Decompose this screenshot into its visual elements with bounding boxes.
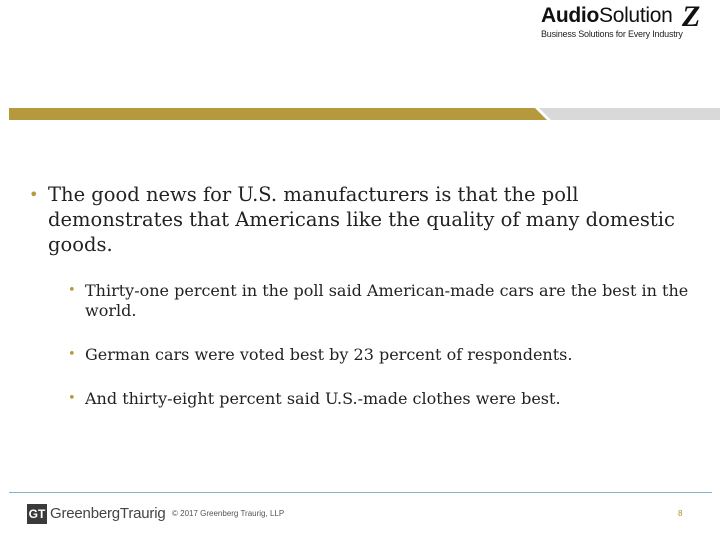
bullet-glyph: • (68, 347, 76, 362)
logo-z-mark: Z (682, 0, 701, 33)
slide-content: • The good news for U.S. manufacturers i… (29, 182, 689, 409)
greenberg-traurig-logo-mark: GT (27, 504, 47, 524)
audiosolutionz-logo: AudioSolution Z Business Solutions for E… (538, 0, 714, 42)
header-band-gray (539, 108, 720, 120)
greenberg-traurig-wordmark: GreenbergTraurig (50, 505, 166, 522)
logo-wordmark-bold: Audio (541, 4, 599, 27)
sub-bullet: • German cars were voted best by 23 perc… (68, 345, 689, 365)
logo-tagline: Business Solutions for Every Industry (541, 29, 683, 39)
main-bullet-text: The good news for U.S. manufacturers is … (48, 183, 675, 256)
sub-bullet: • And thirty-eight percent said U.S.-mad… (68, 389, 689, 409)
sub-bullet-text: Thirty-one percent in the poll said Amer… (85, 281, 689, 320)
sub-bullet: • Thirty-one percent in the poll said Am… (68, 281, 689, 321)
footer-divider (9, 492, 712, 493)
header-band (9, 108, 720, 120)
bullet-glyph: • (68, 283, 76, 298)
logo-wordmark: AudioSolution (541, 4, 673, 28)
page-number: 8 (678, 509, 683, 518)
footer-copyright: © 2017 Greenberg Traurig, LLP (172, 509, 285, 518)
sub-bullet-text: And thirty-eight percent said U.S.-made … (85, 389, 561, 408)
main-bullet: • The good news for U.S. manufacturers i… (29, 182, 689, 257)
bullet-glyph: • (29, 185, 39, 204)
header-band-gold (9, 108, 547, 120)
sub-bullet-text: German cars were voted best by 23 percen… (85, 345, 573, 364)
logo-wordmark-regular: Solution (598, 4, 673, 27)
bullet-glyph: • (68, 391, 76, 406)
